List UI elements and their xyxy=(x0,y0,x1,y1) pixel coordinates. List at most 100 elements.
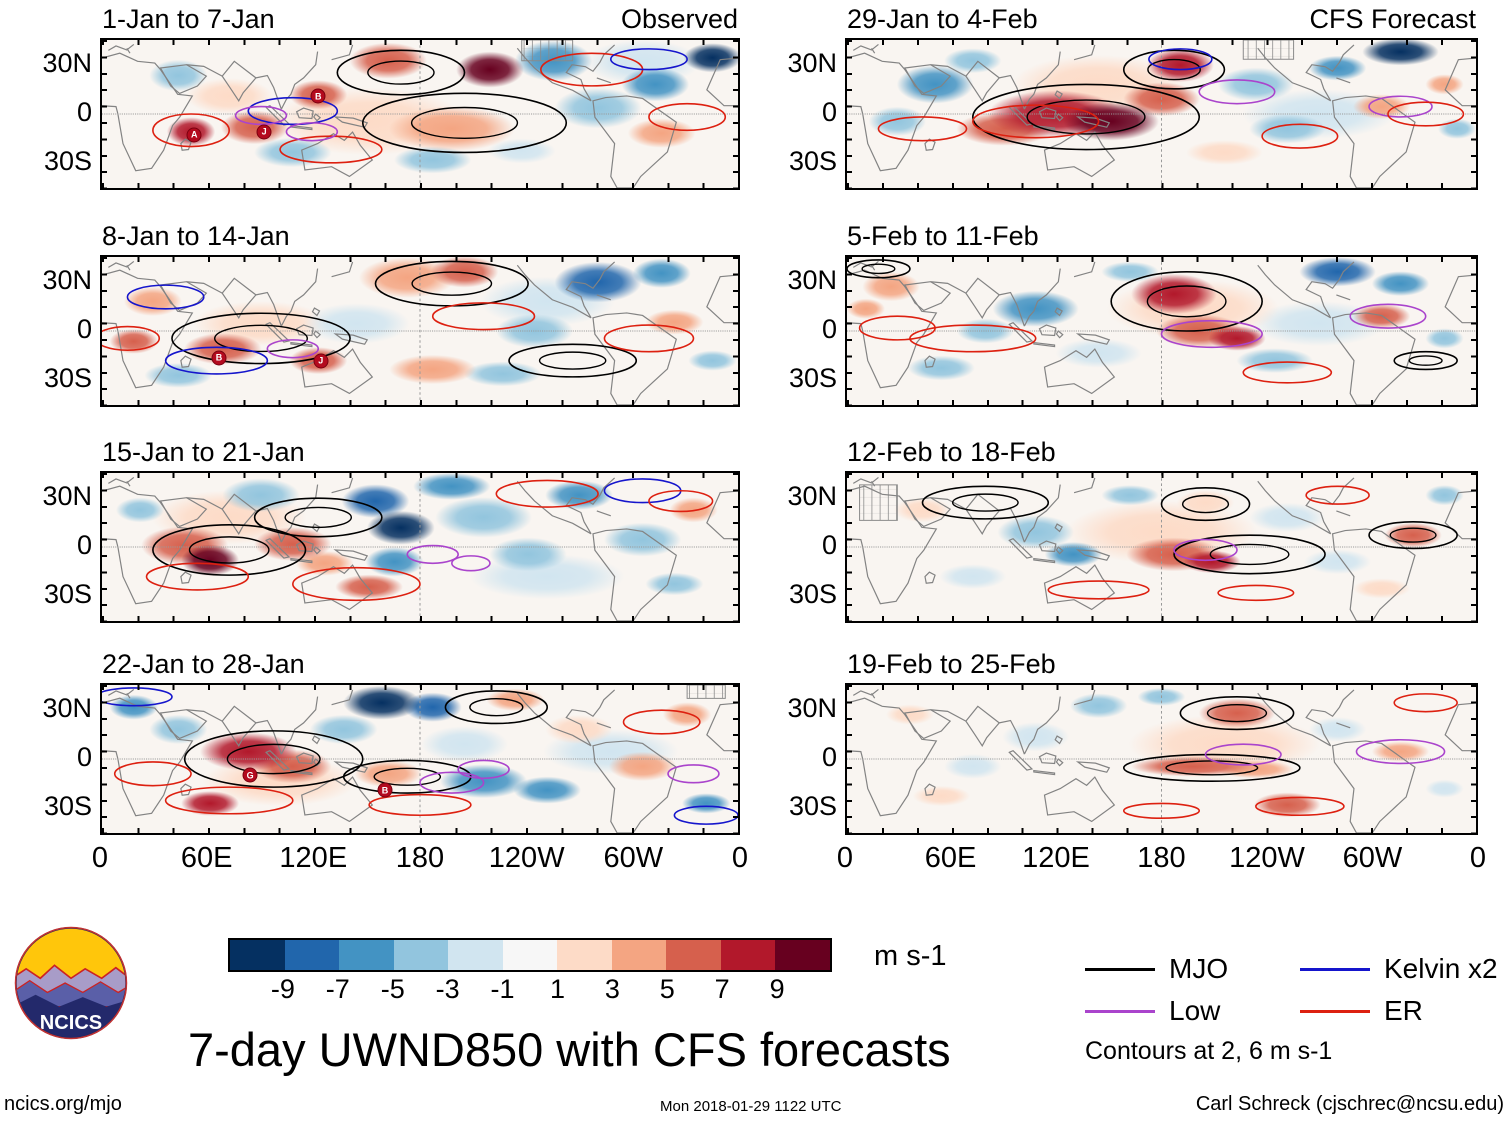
contour-levels-note: Contours at 2, 6 m s-1 xyxy=(1085,1037,1333,1065)
ylabel-30s: 30S xyxy=(788,791,837,821)
ylabel-eq: 0 xyxy=(821,742,837,772)
colorbar-segment xyxy=(393,940,449,970)
panel-title: 19-Feb to 25-Feb xyxy=(847,649,1056,679)
colorbar-segment xyxy=(557,940,612,970)
map-panel-forecast-1: 29-Jan to 4-Feb CFS Forecast 30N 0 30S xyxy=(787,4,1478,190)
ylabel-eq: 0 xyxy=(76,530,92,560)
axis-ticks-left xyxy=(847,685,852,833)
colorbar-segment xyxy=(339,940,394,970)
axis-ticks-left xyxy=(847,473,852,621)
panel-title: 22-Jan to 28-Jan xyxy=(102,649,305,679)
axis-ticks-left xyxy=(847,257,852,405)
xaxis-labels-left: 0 60E 120E 180 120W 60W 0 xyxy=(92,842,748,878)
axis-ticks-bottom xyxy=(102,183,738,188)
ylabel-30n: 30N xyxy=(42,265,92,295)
contour-legend: MJO Kelvin x2 Low ER Contours at 2, 6 m … xyxy=(1085,945,1510,1075)
axis-ticks-right xyxy=(733,40,738,188)
colorbar-segment xyxy=(502,940,558,970)
ylabel-30s: 30S xyxy=(43,791,92,821)
axis-ticks-right xyxy=(1471,685,1476,833)
axis-ticks-left xyxy=(102,40,107,188)
ylabel-eq: 0 xyxy=(76,97,92,127)
xlabel: 60W xyxy=(1342,842,1403,874)
colorbar-tick: -9 xyxy=(270,974,295,1004)
colorbar-segment xyxy=(666,940,721,970)
colorbar-tick: 3 xyxy=(604,974,620,1004)
ylabel-30s: 30S xyxy=(788,146,837,176)
colorbar-segment xyxy=(230,940,285,970)
xlabel: 180 xyxy=(395,842,445,874)
axis-ticks-right xyxy=(1471,473,1476,621)
axis-ticks-right xyxy=(733,473,738,621)
map-panel-forecast-3: 12-Feb to 18-Feb 30N 0 30S xyxy=(787,437,1478,623)
legend-label: ER xyxy=(1384,995,1423,1026)
legend-item-low: Low xyxy=(1085,995,1220,1027)
panel-title: 12-Feb to 18-Feb xyxy=(847,437,1056,467)
ylabel-eq: 0 xyxy=(76,742,92,772)
legend-item-er: ER xyxy=(1300,995,1423,1027)
low-line-swatch xyxy=(1085,1009,1155,1013)
panel-title: 8-Jan to 14-Jan xyxy=(102,221,290,251)
footer-credit: Carl Schreck (cjschrec@ncsu.edu) xyxy=(1195,1093,1504,1115)
colorbar-segment xyxy=(611,940,667,970)
map-overlay-svg xyxy=(102,40,738,188)
axis-ticks-right xyxy=(733,257,738,405)
axis-ticks-bottom xyxy=(102,828,738,833)
axis-ticks-right xyxy=(733,685,738,833)
axis-ticks-left xyxy=(102,257,107,405)
ylabel-30n: 30N xyxy=(787,265,837,295)
legend-label: Low xyxy=(1169,995,1221,1026)
xaxis-labels-right: 0 60E 120E 180 120W 60W 0 xyxy=(837,842,1486,878)
colorbar-tick: -3 xyxy=(435,974,460,1004)
axis-ticks-bottom xyxy=(847,400,1476,405)
map-panel-forecast-4: 19-Feb to 25-Feb 30N 0 30S xyxy=(787,649,1478,835)
ylabel-30s: 30S xyxy=(43,579,92,609)
legend-label: Kelvin x2 xyxy=(1384,953,1498,984)
ncics-logo: NCICS xyxy=(14,926,128,1040)
ylabel-eq: 0 xyxy=(76,314,92,344)
map-overlay-svg xyxy=(847,685,1476,833)
axis-ticks-bottom xyxy=(847,616,1476,621)
axis-ticks-left xyxy=(847,40,852,188)
axis-ticks-top xyxy=(102,40,738,45)
axis-ticks-top xyxy=(847,473,1476,478)
ylabel-30s: 30S xyxy=(43,146,92,176)
map-canvas xyxy=(845,683,1478,835)
xlabel: 120E xyxy=(279,842,348,874)
logo-text: NCICS xyxy=(40,1012,102,1034)
ylabel-eq: 0 xyxy=(821,530,837,560)
xlabel: 120E xyxy=(1022,842,1090,874)
xlabel: 0 xyxy=(1469,842,1487,874)
colorbar-tick: 1 xyxy=(549,974,565,1004)
legend-item-mjo: MJO xyxy=(1085,953,1228,985)
panel-title: 29-Jan to 4-Feb xyxy=(847,4,1038,34)
axis-ticks-bottom xyxy=(847,183,1476,188)
figure-title: 7-day UWND850 with CFS forecasts xyxy=(188,1023,951,1076)
ylabel-eq: 0 xyxy=(821,314,837,344)
xlabel: 0 xyxy=(91,842,109,874)
xlabel: 0 xyxy=(836,842,854,874)
ylabel-30n: 30N xyxy=(787,48,837,78)
ylabel-30n: 30N xyxy=(42,693,92,723)
map-overlay-svg xyxy=(847,40,1476,188)
xlabel: 180 xyxy=(1137,842,1186,874)
panel-title: 1-Jan to 7-Jan xyxy=(102,4,275,34)
colorbar-tick-labels: -9 -7 -5 -3 -1 1 3 5 7 9 xyxy=(228,974,832,1004)
axis-ticks-right xyxy=(1471,40,1476,188)
footer-timestamp: Mon 2018-01-29 1122 UTC xyxy=(660,1098,842,1115)
axis-ticks-right xyxy=(1471,257,1476,405)
ylabel-30n: 30N xyxy=(787,481,837,511)
axis-ticks-top xyxy=(847,40,1476,45)
xlabel: 60E xyxy=(924,842,977,874)
map-canvas xyxy=(100,471,740,623)
axis-ticks-top xyxy=(847,685,1476,690)
colorbar-segment xyxy=(284,940,340,970)
map-panel-observed-3: 15-Jan to 21-Jan 30N 0 30S xyxy=(42,437,740,623)
ylabel-30n: 30N xyxy=(42,481,92,511)
xlabel: 120W xyxy=(488,842,565,874)
colorbar-segment xyxy=(448,940,503,970)
